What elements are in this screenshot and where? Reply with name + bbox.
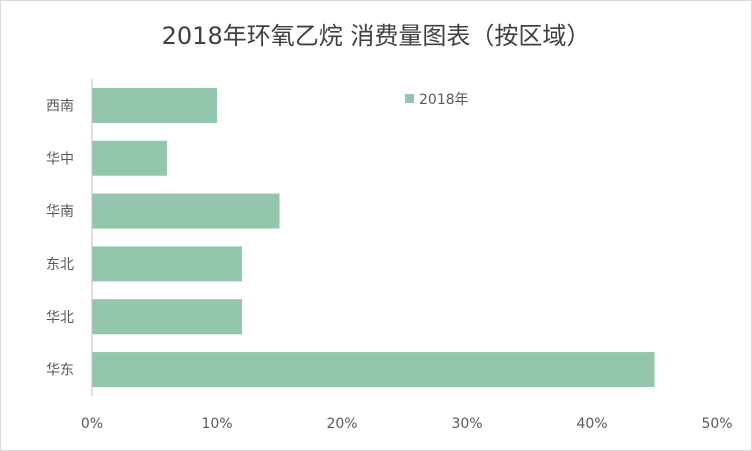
legend-swatch (405, 94, 414, 103)
y-tick-label: 华中 (46, 151, 74, 167)
legend-label: 2018年 (419, 92, 469, 108)
x-tick-label: 40% (576, 416, 607, 432)
bar-2 (92, 140, 167, 176)
bar-6 (92, 352, 655, 388)
y-tick-label: 东北 (46, 257, 74, 273)
x-tick-label: 30% (451, 416, 482, 432)
x-tick-label: 10% (201, 416, 232, 432)
bar-3 (92, 193, 280, 229)
bar-1 (92, 87, 217, 123)
y-tick-label: 西南 (46, 98, 74, 114)
bars-group (92, 87, 655, 388)
y-tick-label: 华北 (46, 310, 74, 326)
y-tick-label: 华东 (46, 363, 74, 379)
x-tick-label: 0% (81, 416, 103, 432)
bar-4 (92, 246, 242, 282)
x-tick-label: 50% (701, 416, 732, 432)
x-tick-label: 20% (326, 416, 357, 432)
x-axis-labels: 0% 10% 20% 30% 40% 50% (81, 416, 733, 432)
y-tick-label: 华南 (46, 204, 74, 220)
chart-title: 2018年环氧乙烷 消费量图表（按区域） (161, 22, 591, 50)
bar-5 (92, 299, 242, 335)
legend: 2018年 (405, 92, 469, 108)
